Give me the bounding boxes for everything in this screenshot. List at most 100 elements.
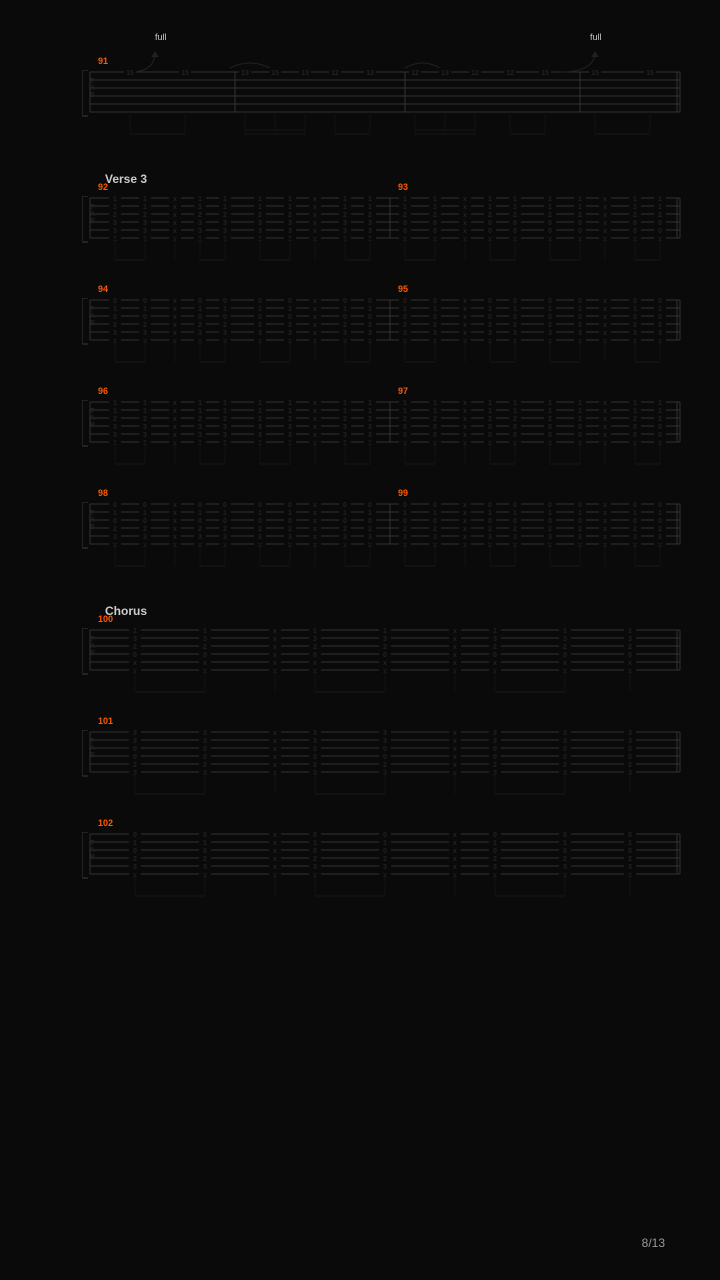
staff-bracket <box>82 70 88 112</box>
svg-text:1: 1 <box>433 204 437 211</box>
svg-text:0: 0 <box>628 848 632 855</box>
svg-text:2: 2 <box>198 416 202 423</box>
svg-text:x: x <box>173 298 177 305</box>
tab-clef-label: TAB <box>90 78 94 99</box>
svg-text:x: x <box>603 228 607 235</box>
svg-text:x: x <box>173 322 177 329</box>
svg-text:x: x <box>463 510 467 517</box>
staff: 01023x01023xxxxxxx01023x01023xxxxxxx0102… <box>90 832 670 904</box>
svg-text:x: x <box>603 408 607 415</box>
svg-text:0: 0 <box>578 424 582 431</box>
svg-text:3: 3 <box>313 636 317 643</box>
svg-text:x: x <box>313 212 317 219</box>
svg-text:0: 0 <box>628 746 632 753</box>
svg-text:x: x <box>463 416 467 423</box>
svg-text:1: 1 <box>513 196 517 203</box>
svg-text:x: x <box>463 534 467 541</box>
svg-text:x: x <box>603 502 607 509</box>
svg-text:2: 2 <box>383 856 387 863</box>
svg-text:1: 1 <box>488 400 492 407</box>
svg-text:3: 3 <box>578 330 582 337</box>
svg-text:3: 3 <box>203 864 207 871</box>
svg-text:2: 2 <box>488 526 492 533</box>
svg-text:2: 2 <box>113 526 117 533</box>
svg-text:15: 15 <box>271 70 279 77</box>
svg-text:x: x <box>173 220 177 227</box>
svg-text:1: 1 <box>288 400 292 407</box>
svg-text:1: 1 <box>113 306 117 313</box>
svg-text:x: x <box>603 322 607 329</box>
svg-text:x: x <box>383 660 387 667</box>
bar-number: 95 <box>398 284 408 294</box>
svg-text:2: 2 <box>633 322 637 329</box>
svg-text:0: 0 <box>548 518 552 525</box>
svg-text:2: 2 <box>368 212 372 219</box>
svg-text:0: 0 <box>578 220 582 227</box>
svg-text:2: 2 <box>343 526 347 533</box>
svg-text:0: 0 <box>513 220 517 227</box>
svg-text:0: 0 <box>493 754 497 761</box>
svg-text:0: 0 <box>658 424 662 431</box>
svg-text:2: 2 <box>203 856 207 863</box>
svg-text:3: 3 <box>143 228 147 235</box>
svg-text:2: 2 <box>133 856 137 863</box>
svg-text:1: 1 <box>198 306 202 313</box>
svg-text:x: x <box>603 432 607 439</box>
svg-text:1: 1 <box>513 400 517 407</box>
svg-text:0: 0 <box>513 228 517 235</box>
svg-text:0: 0 <box>403 228 407 235</box>
svg-text:x: x <box>603 400 607 407</box>
svg-text:0: 0 <box>313 832 317 839</box>
svg-text:3: 3 <box>203 730 207 737</box>
svg-text:x: x <box>313 314 317 321</box>
svg-text:0: 0 <box>403 298 407 305</box>
svg-text:1: 1 <box>288 510 292 517</box>
svg-text:2: 2 <box>658 212 662 219</box>
svg-text:2: 2 <box>578 212 582 219</box>
svg-text:1: 1 <box>488 306 492 313</box>
svg-text:1: 1 <box>433 510 437 517</box>
svg-text:12: 12 <box>471 70 479 77</box>
svg-text:0: 0 <box>578 502 582 509</box>
svg-text:3: 3 <box>343 220 347 227</box>
svg-text:3: 3 <box>258 330 262 337</box>
svg-text:1: 1 <box>403 204 407 211</box>
svg-text:2: 2 <box>488 212 492 219</box>
svg-text:x: x <box>453 738 457 745</box>
svg-text:2: 2 <box>143 416 147 423</box>
svg-text:2: 2 <box>488 322 492 329</box>
svg-text:0: 0 <box>633 518 637 525</box>
svg-text:x: x <box>313 196 317 203</box>
svg-text:2: 2 <box>288 322 292 329</box>
svg-text:0: 0 <box>113 518 117 525</box>
svg-text:0: 0 <box>633 298 637 305</box>
svg-text:0: 0 <box>548 502 552 509</box>
svg-text:1: 1 <box>368 400 372 407</box>
svg-text:0: 0 <box>383 848 387 855</box>
svg-text:1: 1 <box>313 628 317 635</box>
svg-text:x: x <box>313 228 317 235</box>
svg-text:1: 1 <box>493 840 497 847</box>
staff-rows: fullfullTAB91151513151312131213121215151… <box>50 70 670 904</box>
svg-text:1: 1 <box>403 408 407 415</box>
svg-text:1: 1 <box>578 510 582 517</box>
svg-text:x: x <box>453 730 457 737</box>
svg-text:0: 0 <box>548 298 552 305</box>
svg-text:0: 0 <box>133 754 137 761</box>
svg-text:3: 3 <box>493 864 497 871</box>
svg-text:3: 3 <box>493 730 497 737</box>
svg-text:0: 0 <box>433 298 437 305</box>
svg-text:x: x <box>173 534 177 541</box>
svg-text:3: 3 <box>313 730 317 737</box>
svg-text:1: 1 <box>258 306 262 313</box>
svg-text:x: x <box>603 424 607 431</box>
svg-text:1: 1 <box>633 306 637 313</box>
svg-text:3: 3 <box>143 220 147 227</box>
svg-text:x: x <box>173 416 177 423</box>
svg-text:0: 0 <box>628 652 632 659</box>
bar-number: 99 <box>398 488 408 498</box>
svg-text:1: 1 <box>143 196 147 203</box>
svg-text:0: 0 <box>488 432 492 439</box>
svg-text:2: 2 <box>433 322 437 329</box>
svg-text:1: 1 <box>403 306 407 313</box>
